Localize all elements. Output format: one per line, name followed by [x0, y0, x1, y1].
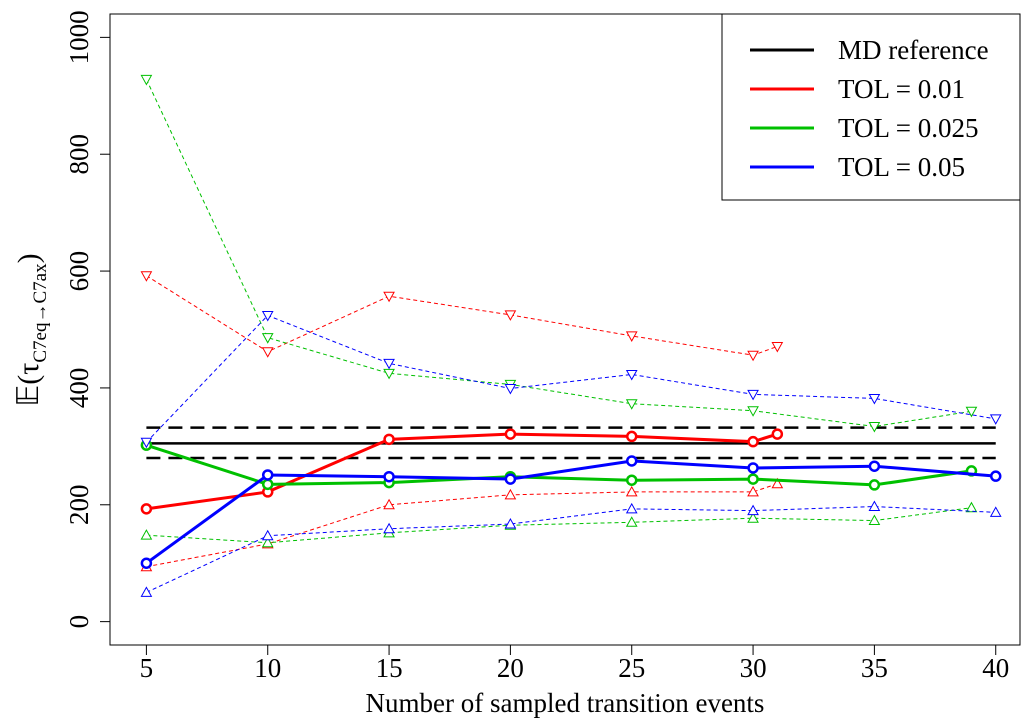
upper-marker [625, 399, 638, 410]
upper-marker [747, 406, 759, 417]
mean-marker [747, 473, 759, 485]
mean-marker [989, 470, 1002, 482]
y-tick-label: 200 [64, 485, 94, 526]
lower-marker [261, 529, 274, 541]
x-axis-label: Number of sampled transition events [366, 688, 765, 718]
lower-marker [868, 514, 881, 526]
mean-line [146, 432, 778, 511]
mean-marker [383, 433, 395, 446]
mean-marker [868, 479, 881, 491]
upper-marker [383, 358, 395, 370]
mean-marker [747, 462, 759, 474]
lower-marker [504, 518, 517, 529]
x-tick-label: 5 [140, 653, 154, 683]
mean-marker [261, 469, 274, 481]
lower-marker [140, 529, 153, 540]
mean-marker [140, 503, 153, 515]
y-tick-label: 0 [64, 615, 94, 629]
y-axis-label: 𝔼(τC7eq→C7ax) [12, 253, 51, 406]
lower-marker [261, 536, 274, 548]
legend-label: TOL = 0.025 [838, 113, 978, 143]
upper-marker [261, 347, 274, 358]
mean-marker [625, 474, 638, 486]
upper-marker [504, 310, 517, 321]
upper-marker [989, 414, 1002, 425]
upper-marker [261, 310, 274, 322]
upper-marker [383, 291, 395, 303]
lower-marker [747, 485, 759, 497]
bound-line [146, 506, 996, 593]
upper-marker [868, 421, 881, 433]
lower-marker [625, 502, 638, 514]
mean-marker [383, 470, 395, 483]
mean-marker [140, 557, 153, 569]
legend-box [721, 13, 1021, 201]
lower-marker [747, 504, 759, 516]
lower-marker [625, 516, 638, 527]
y-tick-label: 1000 [64, 10, 94, 64]
bound-line [146, 314, 996, 443]
bound-line [145, 79, 972, 427]
upper-marker [140, 437, 153, 449]
y-tick-label: 800 [64, 134, 94, 175]
upper-marker [625, 369, 638, 381]
lower-marker [383, 522, 395, 534]
y-tick-label: 400 [64, 368, 94, 409]
y-label-sub: C7eq→C7ax [30, 263, 51, 363]
lower-marker [747, 512, 759, 523]
x-tick-label: 10 [254, 653, 281, 683]
y-label-main: 𝔼(τ [12, 363, 45, 407]
mean-line [145, 443, 972, 487]
legend-label: TOL = 0.01 [838, 74, 965, 104]
mean-marker [771, 428, 784, 440]
x-tick-label: 40 [982, 653, 1009, 683]
upper-marker [747, 389, 759, 401]
mean-marker [868, 460, 881, 472]
mean-marker [504, 473, 517, 485]
upper-marker [747, 350, 759, 362]
lower-marker [868, 500, 881, 512]
y-tick-label: 600 [64, 251, 94, 292]
y-label-close: ) [12, 253, 45, 263]
x-tick-label: 25 [618, 653, 645, 683]
lower-marker [504, 488, 517, 500]
x-tick-label: 15 [376, 653, 403, 683]
upper-marker [868, 393, 881, 405]
upper-marker [965, 406, 978, 418]
lower-marker [625, 485, 638, 497]
lower-marker [989, 506, 1002, 517]
x-tick-label: 30 [740, 653, 767, 683]
legend-label: TOL = 0.05 [838, 152, 965, 182]
lower-marker [383, 498, 395, 510]
legend-label: MD reference [838, 35, 989, 65]
upper-marker [261, 333, 274, 344]
upper-marker [504, 384, 517, 395]
mean-marker [504, 428, 517, 440]
mean-marker [625, 430, 638, 443]
upper-marker [625, 331, 638, 342]
upper-marker [771, 341, 784, 353]
mean-marker [625, 455, 638, 467]
bound-line [146, 507, 972, 544]
x-tick-label: 20 [497, 653, 524, 683]
mean-marker [747, 435, 759, 448]
lower-marker [140, 586, 153, 597]
x-tick-label: 35 [861, 653, 888, 683]
upper-marker [140, 271, 153, 282]
plot-frame [109, 13, 1021, 646]
mean-marker [261, 478, 274, 491]
mean-line [145, 459, 996, 565]
upper-marker [140, 74, 153, 86]
lower-marker [771, 477, 784, 489]
lower-marker [965, 501, 978, 513]
